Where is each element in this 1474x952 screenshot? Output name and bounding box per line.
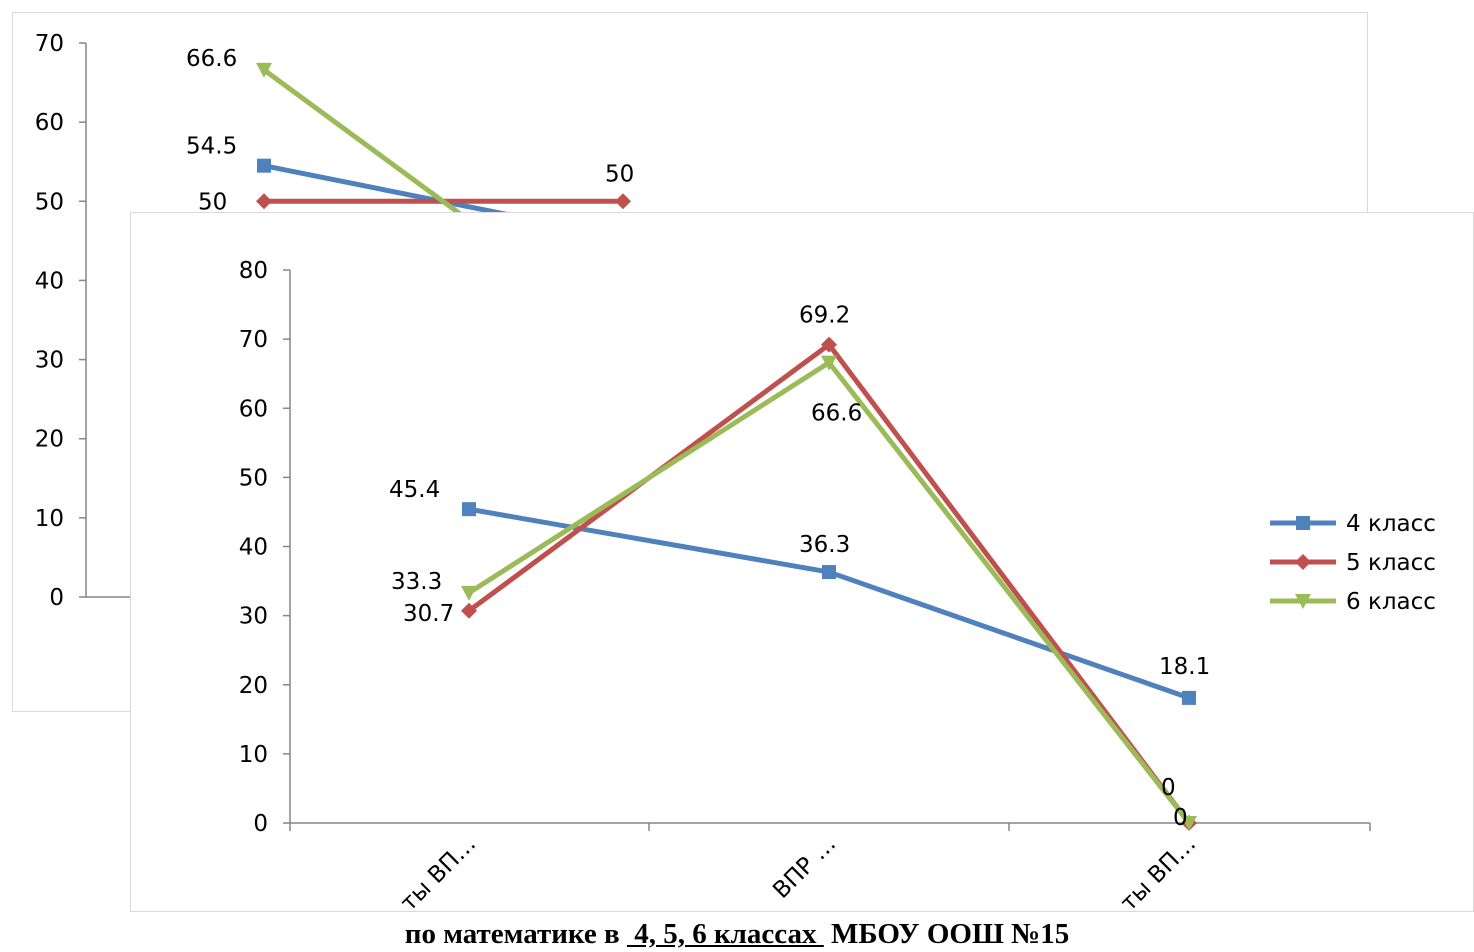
back-y-tick-label: 40 xyxy=(35,268,64,294)
data-label: 69.2 xyxy=(799,303,850,329)
series-marker xyxy=(1182,690,1196,705)
x-category-label: ВПР … xyxy=(768,831,841,904)
back-y-tick-label: 50 xyxy=(35,189,64,215)
legend-entry-label: 6 класс xyxy=(1346,589,1436,615)
y-tick-label: 60 xyxy=(239,396,268,422)
back-data-label: 50 xyxy=(198,189,227,215)
legend-marker xyxy=(1296,516,1310,530)
legend-marker xyxy=(1295,554,1311,570)
back-y-tick-label: 0 xyxy=(49,585,64,611)
back-data-label: 54.5 xyxy=(186,134,237,160)
legend-entry-label: 4 класс xyxy=(1346,511,1436,537)
back-series-marker xyxy=(256,62,272,78)
data-label: 0 xyxy=(1161,775,1176,801)
front-chart-area xyxy=(130,212,1474,912)
legend-entry-label: 5 класс xyxy=(1346,550,1436,576)
y-tick-label: 0 xyxy=(253,811,268,837)
data-label: 66.6 xyxy=(811,401,862,427)
series-marker xyxy=(821,336,837,353)
series-line xyxy=(467,360,1191,825)
chart-caption: по математике в 4, 5, 6 классах МБОУ ООШ… xyxy=(0,918,1474,951)
legend: 4 класс 5 класс 6 класс xyxy=(1270,511,1436,615)
data-label: 0 xyxy=(1173,805,1188,831)
data-label: 18.1 xyxy=(1159,654,1210,680)
back-y-tick-label: 10 xyxy=(35,506,64,532)
caption-prefix: по математике в xyxy=(404,918,627,950)
data-label: 45.4 xyxy=(389,477,440,503)
back-series-marker xyxy=(256,193,272,210)
back-y-tick-label: 20 xyxy=(35,427,64,453)
series-marker xyxy=(461,585,477,601)
back-series-marker xyxy=(615,193,631,210)
series-marker xyxy=(822,565,836,580)
back-y-tick-label: 60 xyxy=(35,110,64,136)
y-tick-label: 50 xyxy=(239,465,268,491)
back-y-tick-label: 70 xyxy=(35,31,64,57)
y-tick-label: 70 xyxy=(239,327,268,353)
series-marker xyxy=(821,355,837,371)
x-category-label: ты ВП… xyxy=(1116,831,1202,917)
data-label: 33.3 xyxy=(391,569,442,595)
y-tick-label: 10 xyxy=(239,742,268,768)
back-data-label: 66.6 xyxy=(186,46,237,72)
x-category-label: ты ВП… xyxy=(396,831,482,917)
data-label: 30.7 xyxy=(403,601,454,627)
series-marker xyxy=(1181,816,1197,831)
y-tick-label: 40 xyxy=(239,535,268,561)
y-tick-label: 80 xyxy=(239,258,268,284)
back-data-label: 50 xyxy=(605,161,634,187)
back-y-tick-label: 30 xyxy=(35,348,64,374)
caption-classes: 4, 5, 6 классах xyxy=(626,918,824,950)
series-marker xyxy=(461,602,477,619)
y-tick-label: 20 xyxy=(239,673,268,699)
legend-marker xyxy=(1295,594,1311,609)
data-label: 36.3 xyxy=(799,532,850,558)
series-marker xyxy=(462,502,476,517)
y-tick-label: 30 xyxy=(239,604,268,630)
back-series-marker xyxy=(257,158,271,173)
caption-suffix: МБОУ ООШ №15 xyxy=(823,918,1070,950)
